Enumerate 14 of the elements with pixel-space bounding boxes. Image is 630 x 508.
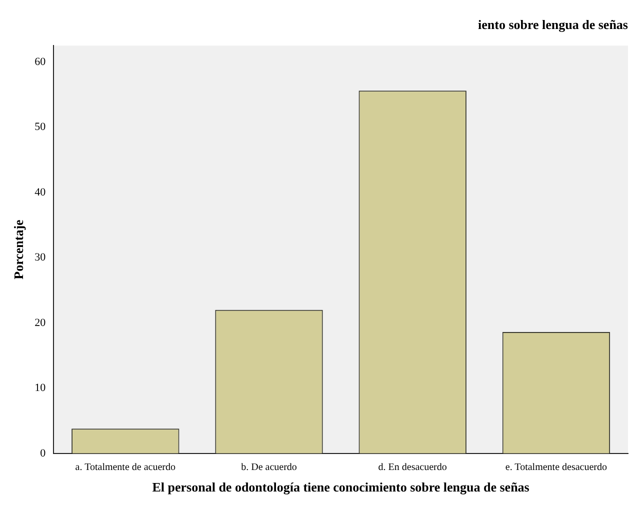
y-tick-label: 40 [34, 186, 46, 198]
x-tick-label: a. Totalmente de acuerdo [75, 462, 176, 474]
x-tick-label: d. En desacuerdo [378, 462, 447, 474]
y-tick-label: 10 [34, 382, 46, 394]
y-tick-label: 0 [40, 447, 46, 460]
x-tick-label: e. Totalmente desacuerdo [505, 462, 607, 474]
y-axis-title: Porcentaje [11, 219, 26, 280]
x-axis-title: El personal de odontología tiene conocimiento sobre lengua de señas [152, 480, 530, 495]
y-tick-label: 20 [34, 316, 46, 329]
y-tick-label: 50 [34, 121, 46, 134]
y-tick-label: 60 [34, 56, 46, 68]
y-tick-label: 30 [34, 252, 46, 264]
chart-title: iento sobre lengua de señas [478, 17, 628, 32]
x-tick-label: b. De acuerdo [241, 462, 297, 474]
